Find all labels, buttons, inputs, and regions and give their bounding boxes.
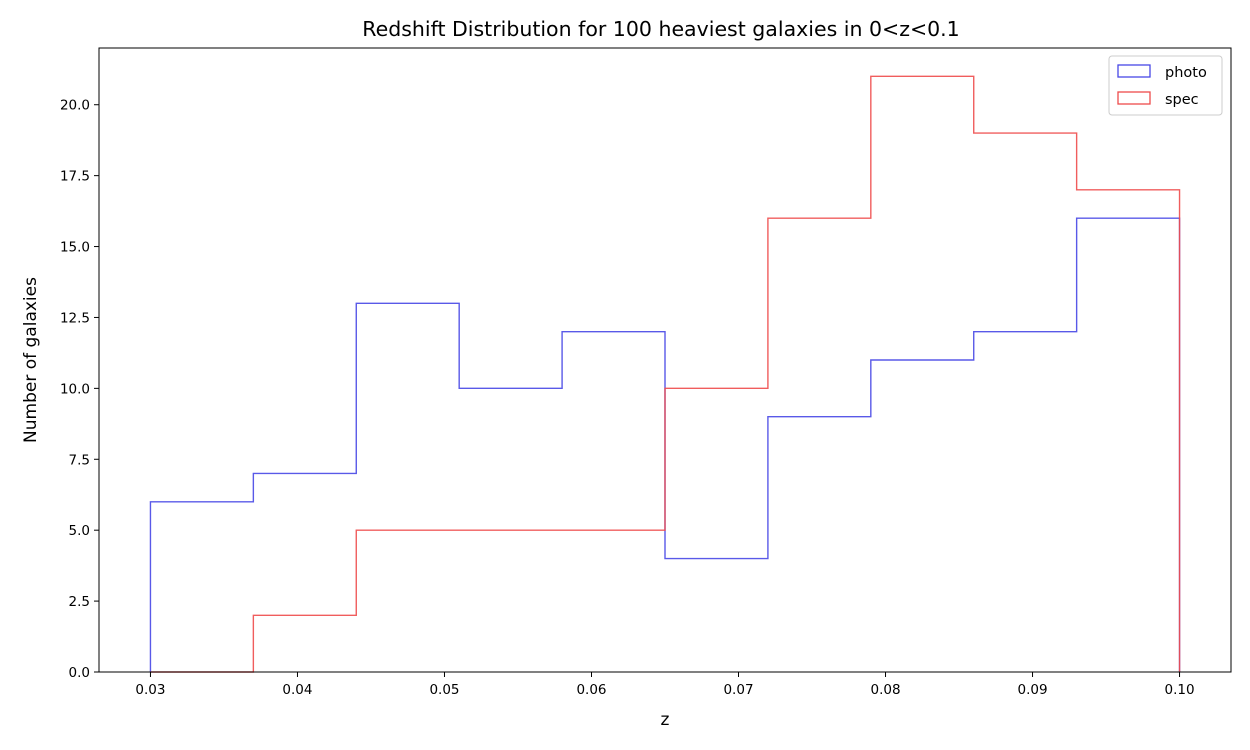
series-layer <box>149 75 1181 673</box>
legend: photo spec <box>1108 55 1223 116</box>
y-tick-label: 10.0 <box>60 381 90 397</box>
x-tick-label: 0.06 <box>576 682 606 698</box>
series-spec-outline <box>150 75 1181 673</box>
y-tick-label: 5.0 <box>69 523 90 539</box>
x-tick-label: 0.03 <box>135 682 165 698</box>
plot-area <box>98 47 1232 673</box>
y-axis-label: Number of galaxies <box>21 277 41 443</box>
x-tick-label: 0.05 <box>429 682 459 698</box>
legend-swatch-photo <box>1117 64 1151 78</box>
y-tick-label: 15.0 <box>60 240 90 256</box>
y-tick-label: 20.0 <box>60 98 90 114</box>
x-tick-label: 0.07 <box>723 682 753 698</box>
y-tick-label: 0.0 <box>69 665 90 681</box>
legend-box <box>1108 55 1223 116</box>
y-tick-label: 2.5 <box>69 594 90 610</box>
chart-title: Redshift Distribution for 100 heaviest g… <box>362 17 959 41</box>
legend-swatch-spec <box>1117 91 1151 105</box>
x-tick-label: 0.08 <box>870 682 900 698</box>
y-axis-ticks: 0.0 2.5 5.0 7.5 10.0 12.5 15.0 17.5 20.0 <box>60 98 99 681</box>
x-tick-label: 0.09 <box>1018 682 1048 698</box>
axes-frame <box>98 47 1232 673</box>
y-tick-label: 17.5 <box>60 169 90 185</box>
x-axis-label: z <box>661 710 670 730</box>
legend-label-spec: spec <box>1165 92 1199 108</box>
x-axis-ticks: 0.03 0.04 0.05 0.06 0.07 0.08 0.09 0.10 <box>135 672 1195 698</box>
y-tick-label: 12.5 <box>60 310 90 326</box>
x-tick-label: 0.04 <box>282 682 312 698</box>
y-tick-label: 7.5 <box>69 452 90 468</box>
x-tick-label: 0.10 <box>1165 682 1195 698</box>
legend-label-photo: photo <box>1165 65 1207 81</box>
